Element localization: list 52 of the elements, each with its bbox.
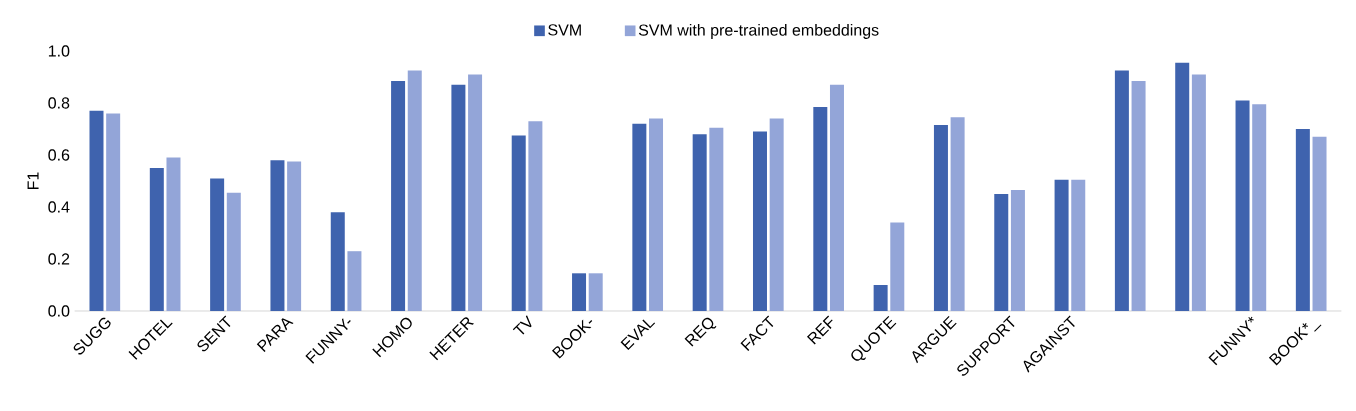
legend-label: SVM	[548, 24, 581, 36]
bar	[166, 157, 181, 311]
bar	[1295, 129, 1310, 311]
bar	[572, 273, 587, 311]
bar	[709, 127, 724, 311]
bar	[1010, 190, 1025, 311]
bar	[1071, 179, 1086, 311]
bar	[226, 192, 241, 311]
bar	[347, 251, 362, 311]
bar	[588, 273, 603, 311]
bar	[1054, 179, 1069, 311]
bar	[287, 161, 302, 311]
bar	[1252, 104, 1267, 311]
bar	[1175, 62, 1190, 311]
bar	[1191, 74, 1206, 311]
bar	[106, 113, 121, 311]
y-tick-label: 1.0	[48, 45, 70, 57]
bar	[391, 80, 406, 311]
bar	[692, 134, 707, 311]
legend-label: SVM with pre-trained embeddings	[638, 24, 879, 39]
bar	[1235, 100, 1250, 311]
bar	[873, 285, 888, 311]
bar	[1114, 70, 1129, 311]
bar	[649, 118, 664, 311]
bar	[890, 222, 905, 311]
y-tick-label: 0.8	[48, 97, 70, 109]
bar	[210, 178, 225, 311]
bar	[632, 123, 647, 311]
bar	[1312, 136, 1327, 311]
bar	[1131, 80, 1146, 311]
bar	[752, 131, 767, 311]
bar	[511, 135, 526, 311]
bar	[769, 118, 784, 311]
bar	[468, 74, 483, 311]
x-tick-label: TV	[512, 315, 532, 335]
bar	[89, 110, 104, 311]
bar	[829, 84, 844, 311]
bar	[451, 84, 466, 311]
y-tick-label: 0.2	[48, 253, 70, 265]
y-tick-label: 0.0	[48, 305, 70, 317]
bar	[407, 70, 422, 311]
bar	[149, 168, 164, 311]
bar	[950, 117, 965, 311]
y-tick-label: 0.4	[48, 201, 70, 213]
bar	[994, 194, 1009, 311]
y-tick-label: 0.6	[48, 149, 70, 161]
bar	[330, 212, 345, 311]
bar	[813, 106, 828, 311]
bar	[528, 121, 543, 311]
y-axis-title: F1	[27, 172, 39, 190]
bar	[270, 160, 285, 311]
bar	[933, 125, 948, 311]
